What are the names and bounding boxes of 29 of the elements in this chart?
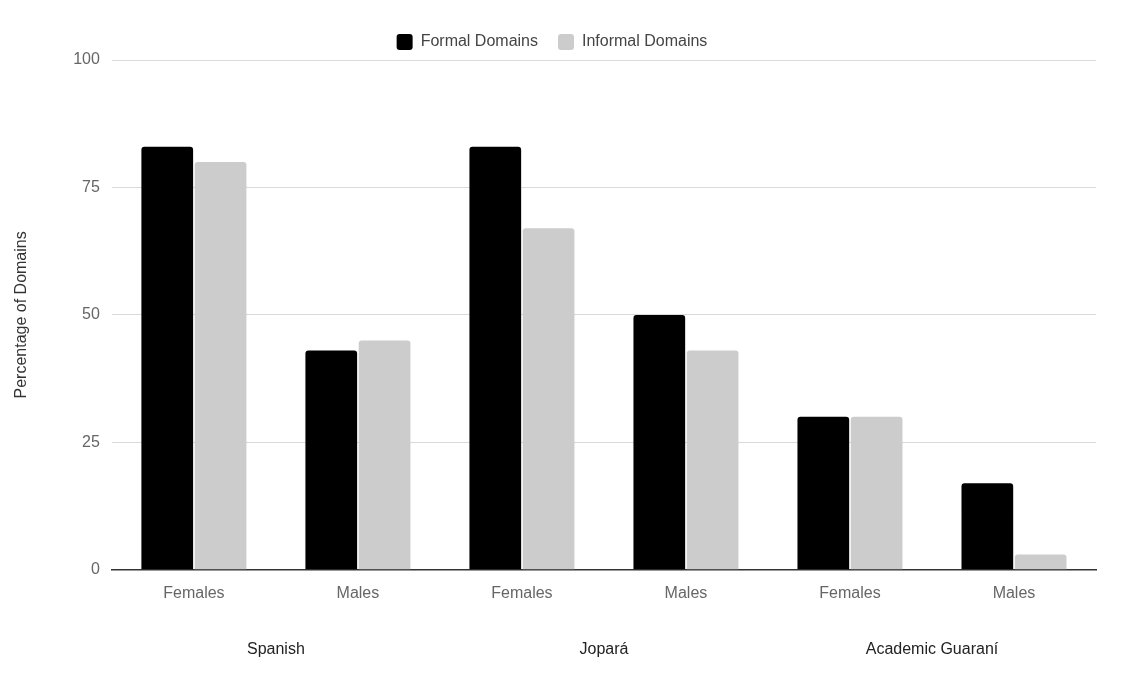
y-axis-title: Percentage of Domains <box>12 231 30 399</box>
bar <box>194 161 247 570</box>
bar <box>358 340 411 570</box>
text: Spanish <box>247 640 305 658</box>
bar <box>961 483 1014 570</box>
bar <box>141 146 194 570</box>
bar <box>469 146 522 570</box>
bar <box>1014 554 1067 570</box>
x-tick-label: Females <box>491 583 553 601</box>
x-tick-label: Females <box>163 583 225 601</box>
y-tick-label: 75 <box>82 177 100 195</box>
text: Jopará <box>579 640 629 658</box>
bar <box>797 416 850 570</box>
x-tick-label: Males <box>992 583 1036 601</box>
bar <box>686 350 739 570</box>
bar <box>850 416 903 570</box>
legend-label: Informal Domains <box>581 32 708 50</box>
y-tick-label: 50 <box>82 305 100 323</box>
x-tick-label: Females <box>819 583 881 601</box>
bar <box>305 350 358 570</box>
y-tick-label: 25 <box>82 432 100 450</box>
bar <box>633 314 686 570</box>
x-tick-label: Males <box>664 583 708 601</box>
y-tick-label: 100 <box>73 50 100 68</box>
text: Academic Guaraní <box>865 640 999 658</box>
y-tick-label: 0 <box>90 560 100 578</box>
x-tick-label: Males <box>336 583 380 601</box>
legend-label: Formal Domains <box>420 32 538 50</box>
bar <box>522 228 575 570</box>
